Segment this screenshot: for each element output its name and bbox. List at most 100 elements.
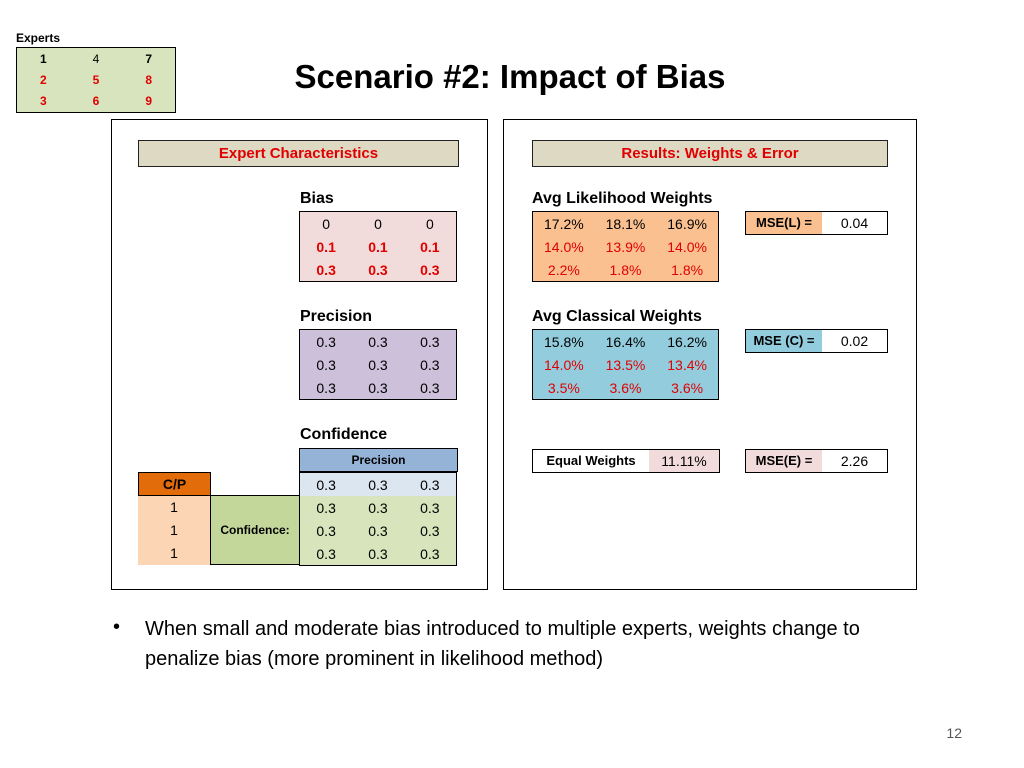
slide-title: Scenario #2: Impact of Bias [294,58,726,95]
experts-row: 1 4 7 [17,48,176,70]
confidence-cell: 0.3 [420,499,440,516]
table-row: 2.2% 1.8% 1.8% [533,258,719,282]
bias-label: Bias [300,190,334,207]
equal-weights-value: 11.11% [649,449,720,473]
bias-cell: 0.1 [420,238,440,255]
precision-cell: 0.3 [316,356,336,373]
confidence-cell: 0.3 [420,545,440,562]
experts-table: 1 4 7 2 5 8 3 6 9 [16,47,176,113]
likelihood-weights-label: Avg Likelihood Weights [532,190,713,207]
bias-table: 0 0 0 0.1 0.1 0.1 0.3 0.3 0.3 [299,211,457,282]
classical-cell: 15.8% [544,333,584,350]
confidence-cell: 0.3 [368,476,388,493]
equal-weights-label: Equal Weights [532,449,650,473]
experts-cell: 7 [145,51,152,66]
confidence-cell: 0.3 [420,476,440,493]
likelihood-cell: 2.2% [547,261,580,278]
mse-equal-value: 2.26 [822,449,888,473]
classical-weights-label: Avg Classical Weights [532,308,702,325]
classical-cell: 3.6% [671,379,704,396]
likelihood-cell: 14.0% [544,238,584,255]
bias-cell: 0 [425,215,434,232]
bias-cell: 0.1 [368,238,388,255]
classical-cell: 13.5% [605,356,646,373]
confidence-cell: 0.3 [368,545,388,562]
table-row: 0.3 0.3 0.3 [300,376,457,400]
confidence-cell: 0.3 [316,476,336,493]
bias-cell: 0.3 [316,261,336,278]
likelihood-cell: 14.0% [667,238,707,255]
precision-cell: 0.3 [420,356,440,373]
experts-cell: 6 [92,94,100,109]
bias-cell: 0.1 [316,238,336,255]
experts-row: 3 6 9 [17,91,176,113]
table-row: 17.2% 18.1% 16.9% [533,212,719,236]
bias-cell: 0 [374,215,382,232]
table-row: 14.0% 13.5% 13.4% [533,353,719,376]
confidence-cell: 0.3 [316,545,336,562]
experts-cell: 8 [145,72,152,87]
table-row: 0.3 0.3 0.3 [299,472,457,496]
precision-cell: 0.3 [368,379,388,396]
cp-value: 1 [138,519,210,542]
bullet-text: When small and moderate bias introduced … [145,618,860,670]
table-row: 0.3 0.3 0.3 [299,542,457,566]
confidence-table: 0.3 0.3 0.3 0.3 0.3 0.3 0.3 0.3 0.3 0.3 … [299,472,457,566]
likelihood-cell: 1.8% [671,261,704,278]
results-header: Results: Weights & Error [532,140,888,167]
confidence-cell: 0.3 [368,499,388,516]
likelihood-cell: 17.2% [544,215,584,232]
classical-cell: 16.2% [667,333,707,350]
classical-cell: 13.4% [667,356,707,373]
classical-weights-table: 15.8% 16.4% 16.2% 14.0% 13.5% 13.4% 3.5%… [532,329,719,400]
confidence-precision-header: Precision [299,448,458,472]
classical-cell: 16.4% [605,333,646,350]
confidence-row-label: Confidence: [210,495,300,565]
experts-cell: 5 [92,72,100,87]
bias-cell: 0.3 [420,261,440,278]
likelihood-cell: 16.9% [667,215,707,232]
precision-cell: 0.3 [368,333,388,350]
experts-row: 2 5 8 [17,69,176,90]
confidence-cell: 0.3 [368,522,388,539]
table-row: 0.1 0.1 0.1 [300,235,457,258]
table-row: 3.5% 3.6% 3.6% [533,376,719,400]
bias-cell: 0 [322,215,331,232]
precision-table: 0.3 0.3 0.3 0.3 0.3 0.3 0.3 0.3 0.3 [299,329,457,400]
likelihood-weights-table: 17.2% 18.1% 16.9% 14.0% 13.9% 14.0% 2.2%… [532,211,719,282]
table-row: 0.3 0.3 0.3 [299,519,457,542]
bias-cell: 0.3 [368,261,388,278]
confidence-cell: 0.3 [420,522,440,539]
table-row: 0.3 0.3 0.3 [300,258,457,282]
confidence-cell: 0.3 [316,499,336,516]
confidence-label: Confidence [300,426,388,443]
table-row: 0.3 0.3 0.3 [299,496,457,519]
mse-classical-value: 0.02 [822,329,888,353]
likelihood-cell: 13.9% [605,238,646,255]
mse-classical-label: MSE (C) = [745,329,823,353]
precision-label: Precision [300,308,373,325]
experts-label: Experts [16,31,61,45]
likelihood-cell: 18.1% [605,215,646,232]
table-row: 0.3 0.3 0.3 [300,330,457,354]
likelihood-cell: 1.8% [609,261,642,278]
experts-cell: 1 [39,51,47,66]
mse-likelihood-label: MSE(L) = [745,211,823,235]
table-row: 14.0% 13.9% 14.0% [533,235,719,258]
experts-cell: 3 [39,94,47,109]
experts-cell: 2 [39,72,47,87]
experts-cell: 4 [92,51,100,66]
mse-equal-label: MSE(E) = [745,449,823,473]
precision-cell: 0.3 [316,379,336,396]
expert-characteristics-header: Expert Characteristics [138,140,459,167]
bullet-icon: • [113,616,121,638]
classical-cell: 14.0% [544,356,584,373]
confidence-cell: 0.3 [316,522,336,539]
cp-label: C/P [138,472,211,496]
mse-likelihood-value: 0.04 [822,211,888,235]
classical-cell: 3.5% [547,379,580,396]
table-row: 0 0 0 [300,212,457,236]
precision-cell: 0.3 [420,333,440,350]
precision-cell: 0.3 [368,356,388,373]
cp-value: 1 [138,496,210,519]
